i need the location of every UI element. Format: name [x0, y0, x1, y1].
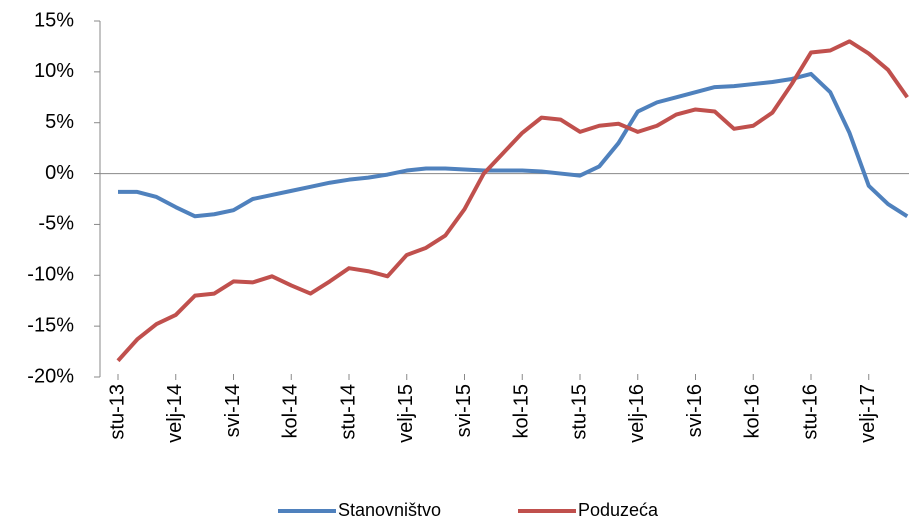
y-tick-label: -10%: [27, 264, 74, 286]
x-tick-label: svi-15: [453, 384, 475, 437]
series-line: [116, 39, 909, 363]
y-tick-label: 0%: [45, 162, 74, 184]
x-tick-label: svi-14: [222, 384, 244, 437]
series-line: [118, 71, 909, 219]
y-tick-label: 10%: [34, 60, 74, 82]
x-tick-label: velj-15: [395, 384, 417, 443]
y-tick-label: -20%: [27, 365, 74, 387]
legend-label: Poduzeća: [578, 500, 659, 520]
x-tick-label: kol-14: [280, 384, 302, 438]
legend-label: Stanovništvo: [338, 500, 441, 520]
x-tick-label: stu-13: [106, 384, 128, 440]
y-tick-label: 15%: [34, 9, 74, 31]
x-tick-label: kol-16: [742, 384, 764, 438]
x-tick-label: kol-15: [511, 384, 533, 438]
x-tick-label: stu-15: [568, 384, 590, 440]
x-tick-label: stu-16: [799, 384, 821, 440]
y-tick-label: 5%: [45, 111, 74, 133]
x-tick-label: velj-14: [164, 384, 186, 443]
x-tick-label: stu-14: [337, 384, 359, 440]
x-tick-label: velj-16: [626, 384, 648, 443]
y-tick-label: -5%: [38, 213, 74, 235]
x-tick-label: velj-17: [857, 384, 879, 443]
x-tick-label: svi-16: [684, 384, 706, 437]
y-tick-label: -15%: [27, 314, 74, 336]
